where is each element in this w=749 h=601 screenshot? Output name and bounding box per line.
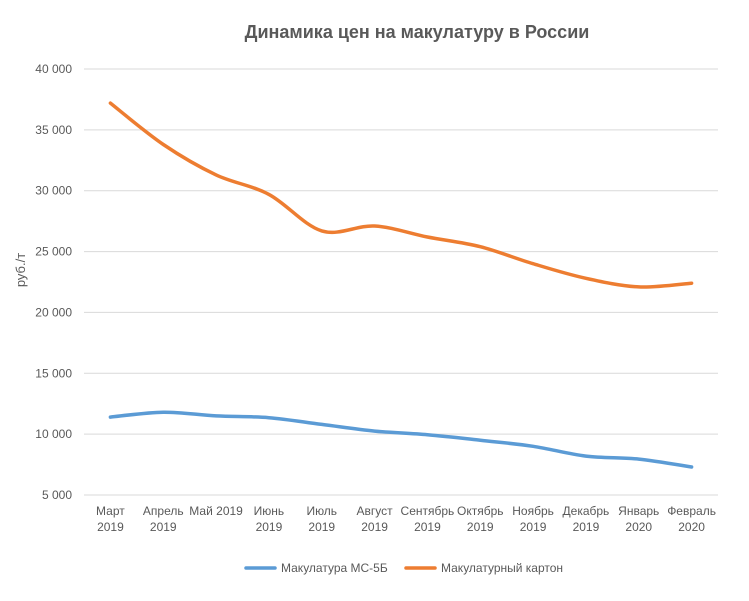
y-tick-label: 40 000 <box>35 62 72 76</box>
gridlines <box>84 68 718 496</box>
y-tick-label: 5 000 <box>42 488 72 502</box>
chart-title: Динамика цен на макулатуру в России <box>245 22 590 42</box>
x-tick-label: Декабрь 2019 <box>563 504 610 534</box>
legend-label: Макулатура МС-5Б <box>281 561 388 575</box>
x-tick-label: Сентябрь 2019 <box>401 504 455 534</box>
y-tick-label: 15 000 <box>35 366 72 380</box>
x-tick-label: Май 2019 <box>189 504 243 518</box>
y-axis-label: руб./т <box>13 253 28 287</box>
x-tick-label: Ноябрь 2019 <box>512 504 554 534</box>
x-axis-ticks: Март 2019 Апрель 2019 Май 2019 Июнь 2019 Июль 20… <box>96 504 716 534</box>
series-lines <box>108 101 694 469</box>
x-tick-label: Июль 2019 <box>306 504 337 534</box>
y-axis-ticks: 5 000 10 000 15 000 20 000 25 000 30 000 35 00… <box>35 62 72 502</box>
y-tick-label: 25 000 <box>35 245 72 259</box>
x-tick-label: Март 2019 <box>96 504 125 534</box>
series-line-2 <box>108 101 694 289</box>
legend-label: Макулатурный картон <box>441 561 563 575</box>
x-tick-label: Август 2019 <box>357 504 394 534</box>
series-line-1 <box>108 410 694 469</box>
x-tick-label: Октябрь 2019 <box>457 504 504 534</box>
x-tick-label: Январь 2020 <box>618 504 659 534</box>
x-tick-label: Апрель 2019 <box>143 504 184 534</box>
y-tick-label: 20 000 <box>35 305 72 319</box>
y-tick-label: 10 000 <box>35 427 72 441</box>
y-tick-label: 35 000 <box>35 123 72 137</box>
legend: Макулатура МС-5Б Макулатурный картон <box>244 561 563 575</box>
y-tick-label: 30 000 <box>35 184 72 198</box>
x-tick-label: Февраль 2020 <box>667 504 716 534</box>
x-tick-label: Июнь 2019 <box>254 504 285 534</box>
